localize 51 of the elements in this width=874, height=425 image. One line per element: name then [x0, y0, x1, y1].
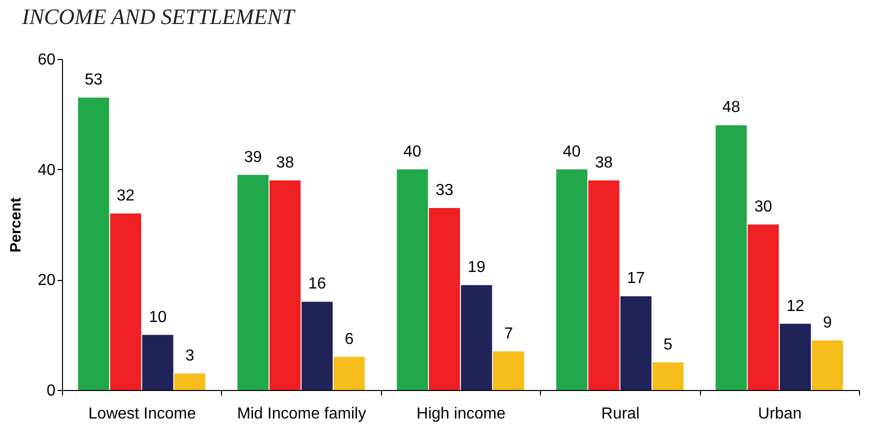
- x-tick-label: Mid Income family: [237, 406, 366, 422]
- bar: [460, 285, 492, 390]
- data-label: 39: [244, 148, 262, 166]
- data-label: 3: [185, 347, 194, 364]
- bar: [302, 302, 333, 390]
- chart-title: INCOME AND SETTLEMENT: [21, 4, 296, 29]
- bar: [716, 125, 747, 390]
- bar: [652, 362, 684, 390]
- y-tick-label: 40: [38, 162, 56, 179]
- bar: [493, 351, 524, 390]
- bar: [237, 174, 269, 390]
- bar: [620, 296, 652, 390]
- data-label: 40: [562, 143, 581, 160]
- data-label: 17: [627, 270, 645, 288]
- bar: [174, 373, 206, 390]
- bar: [588, 180, 620, 390]
- data-label: 38: [594, 154, 613, 172]
- data-label: 9: [822, 314, 832, 332]
- bar: [396, 169, 428, 390]
- x-tick-label: Rural: [601, 406, 640, 422]
- bar: [270, 180, 301, 390]
- bar: [334, 356, 365, 390]
- y-tick-label: 0: [46, 382, 56, 400]
- data-label: 48: [722, 99, 740, 116]
- x-tick-label: High income: [416, 406, 506, 422]
- y-tick-label: 20: [38, 272, 56, 290]
- data-label: 10: [148, 308, 167, 326]
- data-label: 6: [344, 330, 354, 348]
- data-label: 33: [436, 182, 454, 199]
- data-label: 53: [84, 72, 103, 89]
- bar: [78, 98, 110, 390]
- bar: [556, 169, 588, 390]
- bar: [812, 340, 843, 390]
- bar: [110, 213, 142, 390]
- data-label: 30: [754, 198, 772, 216]
- data-label: 38: [276, 154, 294, 172]
- bar: [142, 334, 174, 390]
- data-label: 12: [786, 298, 804, 315]
- data-label: 7: [504, 325, 514, 342]
- data-label: 32: [116, 187, 135, 204]
- data-label: 19: [468, 259, 486, 276]
- x-tick-label: Lowest Income: [88, 406, 196, 422]
- data-label: 5: [664, 336, 673, 354]
- y-axis-title: Percent: [8, 197, 25, 253]
- bar: [780, 324, 811, 390]
- bar: [748, 224, 779, 390]
- data-label: 16: [308, 276, 326, 293]
- bar: [428, 208, 460, 390]
- data-label: 40: [403, 143, 422, 160]
- x-tick-label: Urban: [758, 406, 802, 422]
- y-tick-label: 60: [38, 52, 56, 68]
